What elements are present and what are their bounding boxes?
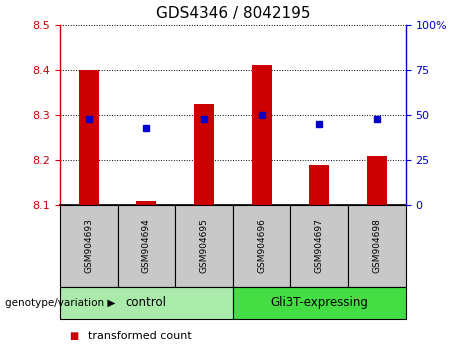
Text: Gli3T-expressing: Gli3T-expressing [270, 296, 368, 309]
Bar [233, 205, 290, 287]
Bar [79, 70, 99, 205]
Bar [136, 201, 156, 205]
Bar [348, 205, 406, 287]
Bar [194, 104, 214, 205]
Text: genotype/variation ▶: genotype/variation ▶ [5, 298, 115, 308]
Text: GSM904697: GSM904697 [315, 218, 324, 274]
Text: GSM904694: GSM904694 [142, 219, 151, 273]
Text: GSM904698: GSM904698 [372, 218, 381, 274]
Text: control: control [126, 296, 167, 309]
Bar [60, 287, 233, 319]
Text: GSM904696: GSM904696 [257, 218, 266, 274]
Bar [60, 205, 118, 287]
Bar [290, 205, 348, 287]
Text: GSM904693: GSM904693 [84, 218, 93, 274]
Text: GSM904695: GSM904695 [200, 218, 208, 274]
Bar [309, 165, 329, 205]
Bar [233, 287, 406, 319]
Bar [252, 65, 272, 205]
Title: GDS4346 / 8042195: GDS4346 / 8042195 [155, 6, 310, 21]
Bar [367, 156, 387, 205]
Bar [118, 205, 175, 287]
Text: ■: ■ [69, 331, 78, 341]
Bar [175, 205, 233, 287]
Text: transformed count: transformed count [88, 331, 191, 341]
